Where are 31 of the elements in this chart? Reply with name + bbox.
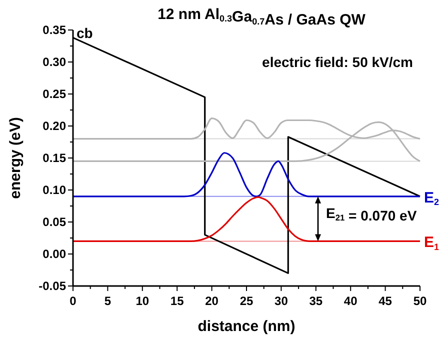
y-tick-label: 0.20 [42, 119, 66, 133]
x-tick-label: 30 [274, 294, 288, 308]
x-tick-label: 40 [344, 294, 358, 308]
x-tick-label: 15 [170, 294, 184, 308]
y-tick-label: 0.25 [42, 87, 66, 101]
x-tick-label: 50 [413, 294, 427, 308]
annotation: E$_{21}$ = 0.070 eV [326, 205, 418, 224]
line-series [72, 152, 421, 198]
x-tick-label: 35 [309, 294, 323, 308]
x-axis-title: distance (nm) [198, 318, 296, 335]
y-axis-title: energy (eV) [7, 117, 24, 199]
y-tick-label: 0.15 [42, 151, 66, 165]
x-tick-label: 5 [104, 294, 112, 308]
y-tick-label: 0.30 [42, 55, 66, 69]
x-tick-label: 25 [240, 294, 254, 308]
line-series [72, 196, 421, 242]
x-tick-label: 20 [205, 294, 219, 308]
x-tick-label: 10 [136, 294, 150, 308]
chart-title: 12 nm Al$_{0.3}$Ga$_{0.7}$As / GaAs QW [158, 6, 366, 28]
x-tick-label: 0 [70, 294, 77, 308]
x-tick-label: 45 [378, 294, 392, 308]
series-label: E$_{1}$ [424, 234, 440, 252]
y-tick-label: 0.00 [42, 247, 66, 261]
annotation: cb [76, 25, 93, 42]
y-tick-label: -0.05 [38, 279, 66, 293]
annotation: electric field: 50 kV/cm [262, 54, 413, 70]
series-label: E$_{2}$ [424, 189, 440, 208]
y-tick-label: 0.10 [42, 183, 66, 197]
line-series [72, 121, 421, 162]
y-tick-label: 0.05 [42, 215, 66, 229]
y-tick-label: 0.35 [42, 23, 66, 37]
